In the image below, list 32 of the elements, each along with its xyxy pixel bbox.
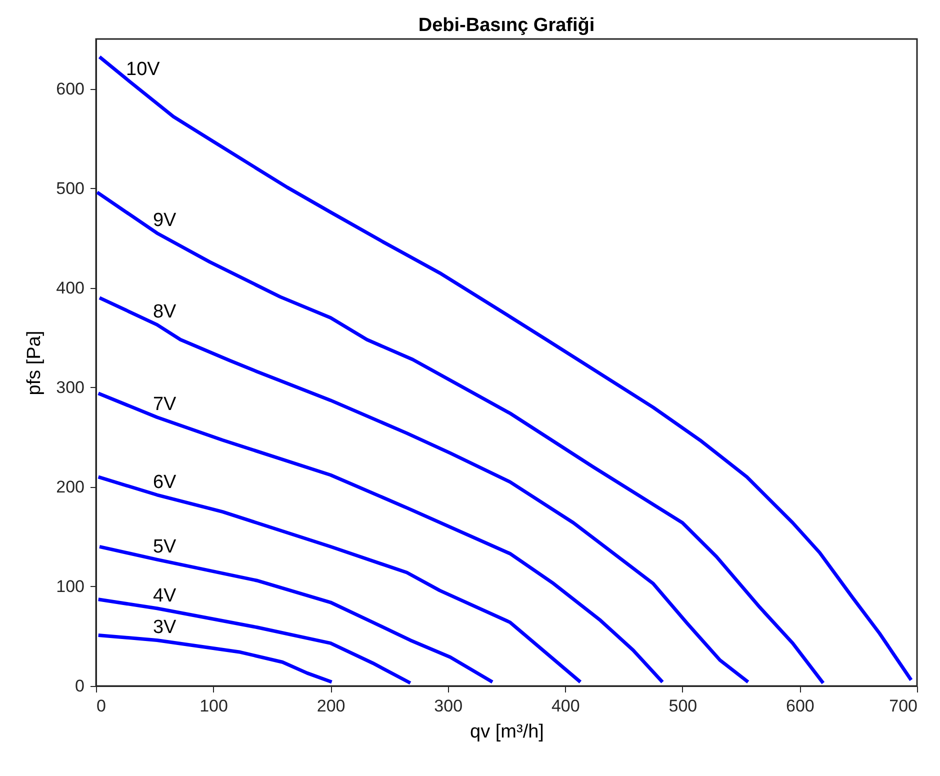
series-label: 8V — [152, 302, 177, 323]
series-label: 7V — [152, 394, 177, 416]
y-tick-label: 600 — [56, 79, 84, 98]
series-label: 4V — [152, 585, 177, 606]
line-series — [96, 633, 334, 684]
y-tick-label: 200 — [56, 477, 84, 496]
y-tick-label: 300 — [56, 378, 84, 397]
x-axis-title: qv [m³/h] — [470, 722, 544, 742]
series-label: 6V — [152, 472, 177, 493]
x-tick-label: 300 — [434, 696, 463, 716]
series-label: 10V — [126, 58, 160, 80]
series-label: 9V — [152, 210, 177, 232]
series-label: 3V — [152, 617, 177, 638]
line-series — [96, 392, 664, 684]
line-series — [98, 296, 750, 684]
line-series — [95, 190, 825, 685]
x-tick-label: 500 — [668, 696, 698, 716]
x-tick-label: 100 — [200, 696, 228, 716]
y-axis-title: pfs [Pa] — [24, 330, 46, 396]
line-series — [98, 55, 913, 682]
x-tick-label: 600 — [786, 696, 814, 716]
y-tick-label: 0 — [75, 676, 84, 696]
y-tick-label: 400 — [56, 278, 84, 298]
y-tick-label: 100 — [56, 576, 84, 596]
y-tick-label: 500 — [56, 178, 84, 198]
x-tick-label: 700 — [889, 696, 918, 716]
x-tick-label: 0 — [96, 696, 106, 716]
line-series — [96, 475, 582, 684]
x-tick-label: 200 — [316, 696, 346, 716]
chart-title: Debi-Basınç Grafiği — [418, 15, 595, 36]
x-tick-label: 400 — [551, 696, 580, 716]
series-label: 5V — [152, 536, 177, 558]
